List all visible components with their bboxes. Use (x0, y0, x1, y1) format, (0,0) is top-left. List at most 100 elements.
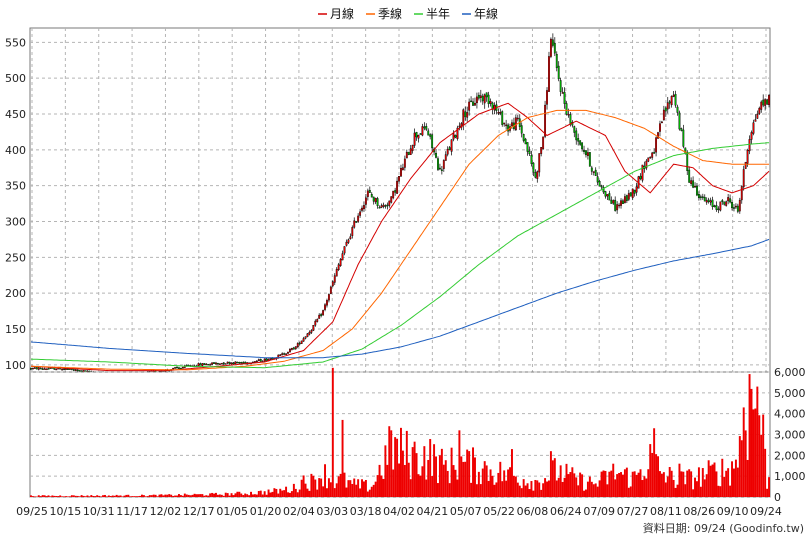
volume-bar (688, 469, 690, 497)
volume-bar (49, 496, 51, 497)
volume-bar (540, 490, 542, 497)
candle-body (375, 198, 376, 202)
volume-bar (419, 476, 421, 497)
volume-bar (287, 492, 289, 497)
volume-bar (406, 431, 408, 497)
volume-bar (618, 473, 620, 497)
volume-bar (63, 496, 65, 497)
x-tick-label: 01/20 (250, 505, 282, 518)
volume-bar (603, 470, 605, 497)
volume-bar (92, 496, 94, 497)
x-tick-label: 07/09 (583, 505, 615, 518)
volume-bar (330, 482, 332, 497)
volume-bar (470, 483, 472, 497)
candle-body (313, 325, 314, 330)
volume-bar (458, 430, 460, 497)
volume-bar (270, 493, 272, 497)
volume-bar (240, 494, 242, 497)
candle-body (408, 152, 409, 155)
volume-bar (131, 496, 133, 497)
volume-bar (466, 450, 468, 497)
candle-body (675, 94, 676, 105)
volume-bar (180, 495, 182, 497)
volume-bar (706, 474, 708, 497)
candle-body (655, 138, 656, 152)
candle-body (648, 158, 649, 162)
candle-body (410, 149, 411, 155)
volume-bar (211, 493, 213, 497)
candle-body (581, 143, 582, 149)
candle-body (751, 132, 752, 139)
volume-bar (381, 475, 383, 497)
candle-body (204, 363, 205, 364)
candle-body (531, 155, 532, 164)
volume-bar (525, 486, 527, 497)
candle-body (223, 363, 224, 364)
candle-body (34, 368, 35, 369)
volume-bar (42, 495, 44, 497)
candle-body (599, 181, 600, 186)
candle-body (348, 240, 349, 243)
candle-body (315, 321, 316, 325)
candle-body (377, 198, 378, 205)
candle-body (574, 126, 575, 132)
volume-bar (745, 430, 747, 497)
volume-bar (747, 460, 749, 497)
volume-bar (252, 494, 254, 497)
candle-body (305, 337, 306, 339)
volume-bar (320, 479, 322, 497)
volume-bar (643, 476, 645, 497)
x-tick-label: 10/15 (50, 505, 82, 518)
volume-bar (653, 428, 655, 497)
candle-body (466, 112, 467, 117)
volume-bar (139, 496, 141, 497)
volume-bar (655, 454, 657, 497)
candle-body (338, 265, 339, 270)
price-tick-label: 450 (5, 108, 26, 121)
candle-body (30, 368, 31, 369)
volume-bar (297, 492, 299, 497)
candle-body (213, 362, 214, 363)
volume-bar (254, 494, 256, 497)
candle-body (611, 200, 612, 204)
volume-bar (667, 477, 669, 497)
volume-bar (704, 479, 706, 497)
candle-body (568, 114, 569, 115)
candle-body (558, 66, 559, 79)
volume-bar (550, 451, 552, 497)
volume-bar (587, 482, 589, 497)
x-tick-label: 09/10 (717, 505, 749, 518)
candle-body (607, 194, 608, 196)
volume-bar (762, 415, 764, 497)
volume-bar (410, 479, 412, 497)
candle-body (478, 95, 479, 98)
volume-bar (626, 468, 628, 497)
volume-bar (264, 491, 266, 497)
candle-body (301, 341, 302, 344)
candle-body (441, 170, 442, 171)
candle-body (369, 190, 370, 192)
candle-body (722, 200, 723, 201)
volume-bar (338, 476, 340, 497)
volume-bar (281, 491, 283, 497)
candle-body (297, 343, 298, 346)
candle-body (385, 206, 386, 207)
volume-bar (96, 495, 98, 497)
volume-bar (316, 490, 318, 497)
volume-bar (225, 493, 227, 497)
volume-bar (418, 474, 420, 497)
volume-bar (75, 496, 77, 497)
candle-body (618, 205, 619, 206)
volume-bar (312, 476, 314, 497)
volume-bar (437, 483, 439, 497)
candle-body (67, 369, 68, 370)
volume-bar (509, 467, 511, 497)
candle-body (768, 95, 769, 104)
volume-bar (517, 483, 519, 497)
candle-body (61, 369, 62, 370)
x-tick-label: 07/27 (617, 505, 649, 518)
volume-bar (328, 478, 330, 497)
volume-bar (310, 474, 312, 497)
candle-body (429, 135, 430, 137)
volume-bar (98, 496, 100, 497)
